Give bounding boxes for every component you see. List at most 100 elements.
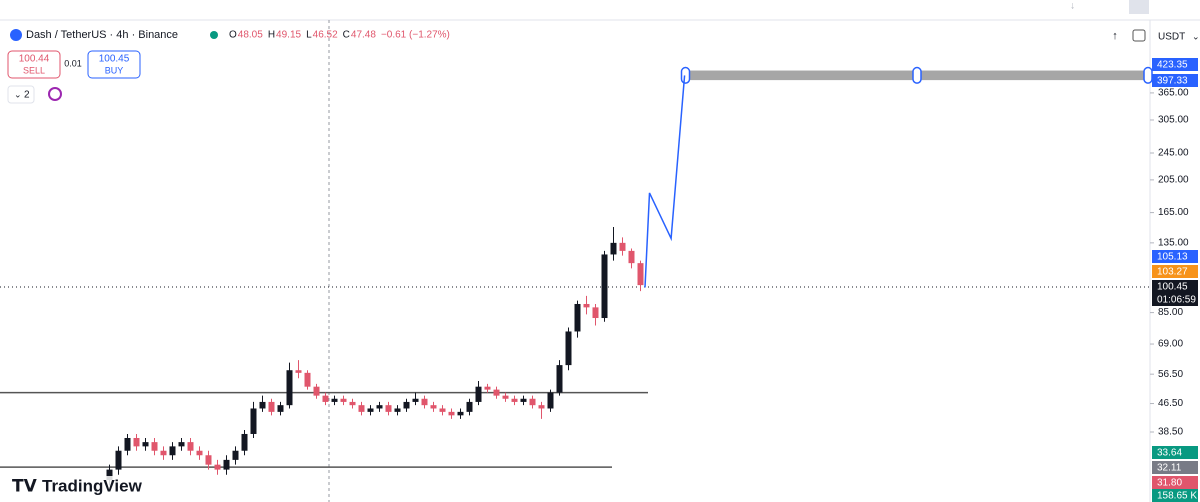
candle-body [178,442,185,447]
candle-body [133,437,140,447]
indicators-count: 2 [24,90,30,101]
candle-body [205,455,212,465]
candle-body [376,405,383,409]
ohlc-key: O [229,30,237,41]
y-tick-label: 38.50 [1158,427,1183,438]
toolbar-arrow[interactable]: ↓ [1070,1,1075,12]
fullscreen-button[interactable] [1132,29,1146,42]
price-label-bg [1152,280,1198,293]
candle-body [241,433,248,451]
candle-body [142,442,149,447]
ohlc-value: 49.15 [276,30,301,41]
price-label: 31.80 [1157,478,1182,489]
y-tick-label: 205.00 [1158,175,1189,186]
candle-body [403,401,410,409]
candle-body [502,395,509,399]
candle-body [340,398,347,402]
candle-body [448,411,455,416]
y-tick-label: 135.00 [1158,237,1189,248]
buy-price: 100.45 [99,54,130,65]
candle-body [160,450,167,456]
y-tick-label: 305.00 [1158,115,1189,126]
price-label-bg [1152,74,1198,87]
ohlc: O 48.05 H 49.15 L 46.52 C 47.48 −0.61 (−1.27%) [229,30,450,41]
price-label: 423.35 [1157,60,1188,71]
toolbar-button[interactable] [1129,0,1149,14]
price-label: 33.64 [1157,448,1182,459]
candle-body [286,370,293,406]
symbol-icon [10,29,22,41]
candle-body [439,408,446,412]
candle-body [151,442,158,451]
sell-button[interactable] [7,50,61,79]
sync-icon[interactable] [48,87,62,101]
price-label-bg [1152,58,1198,71]
candle-body [322,395,329,402]
price-label-bg [1152,250,1198,263]
price-label-bg [1152,461,1198,474]
candle-body [601,254,608,319]
candle-body [493,389,500,396]
candle-body [592,307,599,319]
candle-body [295,370,302,373]
price-label-bg [1152,489,1198,502]
up-arrow-button[interactable]: ↑ [1112,30,1118,42]
price-label-bg [1152,476,1198,489]
candle-body [331,398,338,402]
candle-body [610,242,617,255]
price-label: 397.33 [1157,76,1188,87]
candle-body [547,392,554,409]
ohlc-value: 48.05 [238,30,263,41]
candle-body [169,446,176,456]
candle-body [214,464,221,470]
price-label: 32.11 [1157,463,1182,474]
currency[interactable]: USDT [1158,32,1185,43]
candle-body [565,331,572,366]
candle-body [430,405,437,409]
candle-body [196,450,203,456]
forecast-line [644,75,686,288]
y-tick-label: 85.00 [1158,307,1183,318]
sell-price: 100.44 [19,54,50,65]
candle-body [115,450,122,470]
candle-body [367,408,374,412]
y-tick-label: 46.50 [1158,398,1183,409]
candle-body [412,398,419,402]
price-label-bg [1152,446,1198,459]
candle-body [421,398,428,406]
ohlc-key: L [306,30,312,41]
candle-body [628,250,635,264]
candle-body [529,398,536,406]
candle-body [304,372,311,387]
candle-body [583,303,590,308]
candle-body [520,398,527,402]
y-tick-label: 165.00 [1158,207,1189,218]
candle-body [223,459,230,470]
y-tick-label: 245.00 [1158,148,1189,159]
candle-body [484,386,491,390]
candle-body [358,405,365,412]
candle-body [394,408,401,412]
sell-label: SELL [23,65,45,75]
brand-name: TradingView [42,476,143,495]
market-status [210,31,218,39]
price-label: 158.65 K [1157,491,1197,502]
candle-body [457,411,464,416]
candle-body [637,263,644,286]
candle-body [106,469,113,481]
indicators-toggle[interactable] [7,85,35,104]
buy-button[interactable] [87,50,141,79]
box-handle [1143,66,1153,84]
price-label: 103.27 [1157,267,1188,278]
y-tick-label: 69.00 [1158,339,1183,350]
candle-body [619,242,626,251]
candle-body [277,405,284,412]
price-label: 01:06:59 [1157,295,1196,306]
price-label-bg [1152,265,1198,278]
ohlc-key: C [343,30,350,41]
chevron: ⌄ [14,89,22,99]
candle-body [232,450,239,460]
candle-body [538,405,545,409]
symbol: Dash / TetherUS · 4h · Binance [26,29,178,41]
